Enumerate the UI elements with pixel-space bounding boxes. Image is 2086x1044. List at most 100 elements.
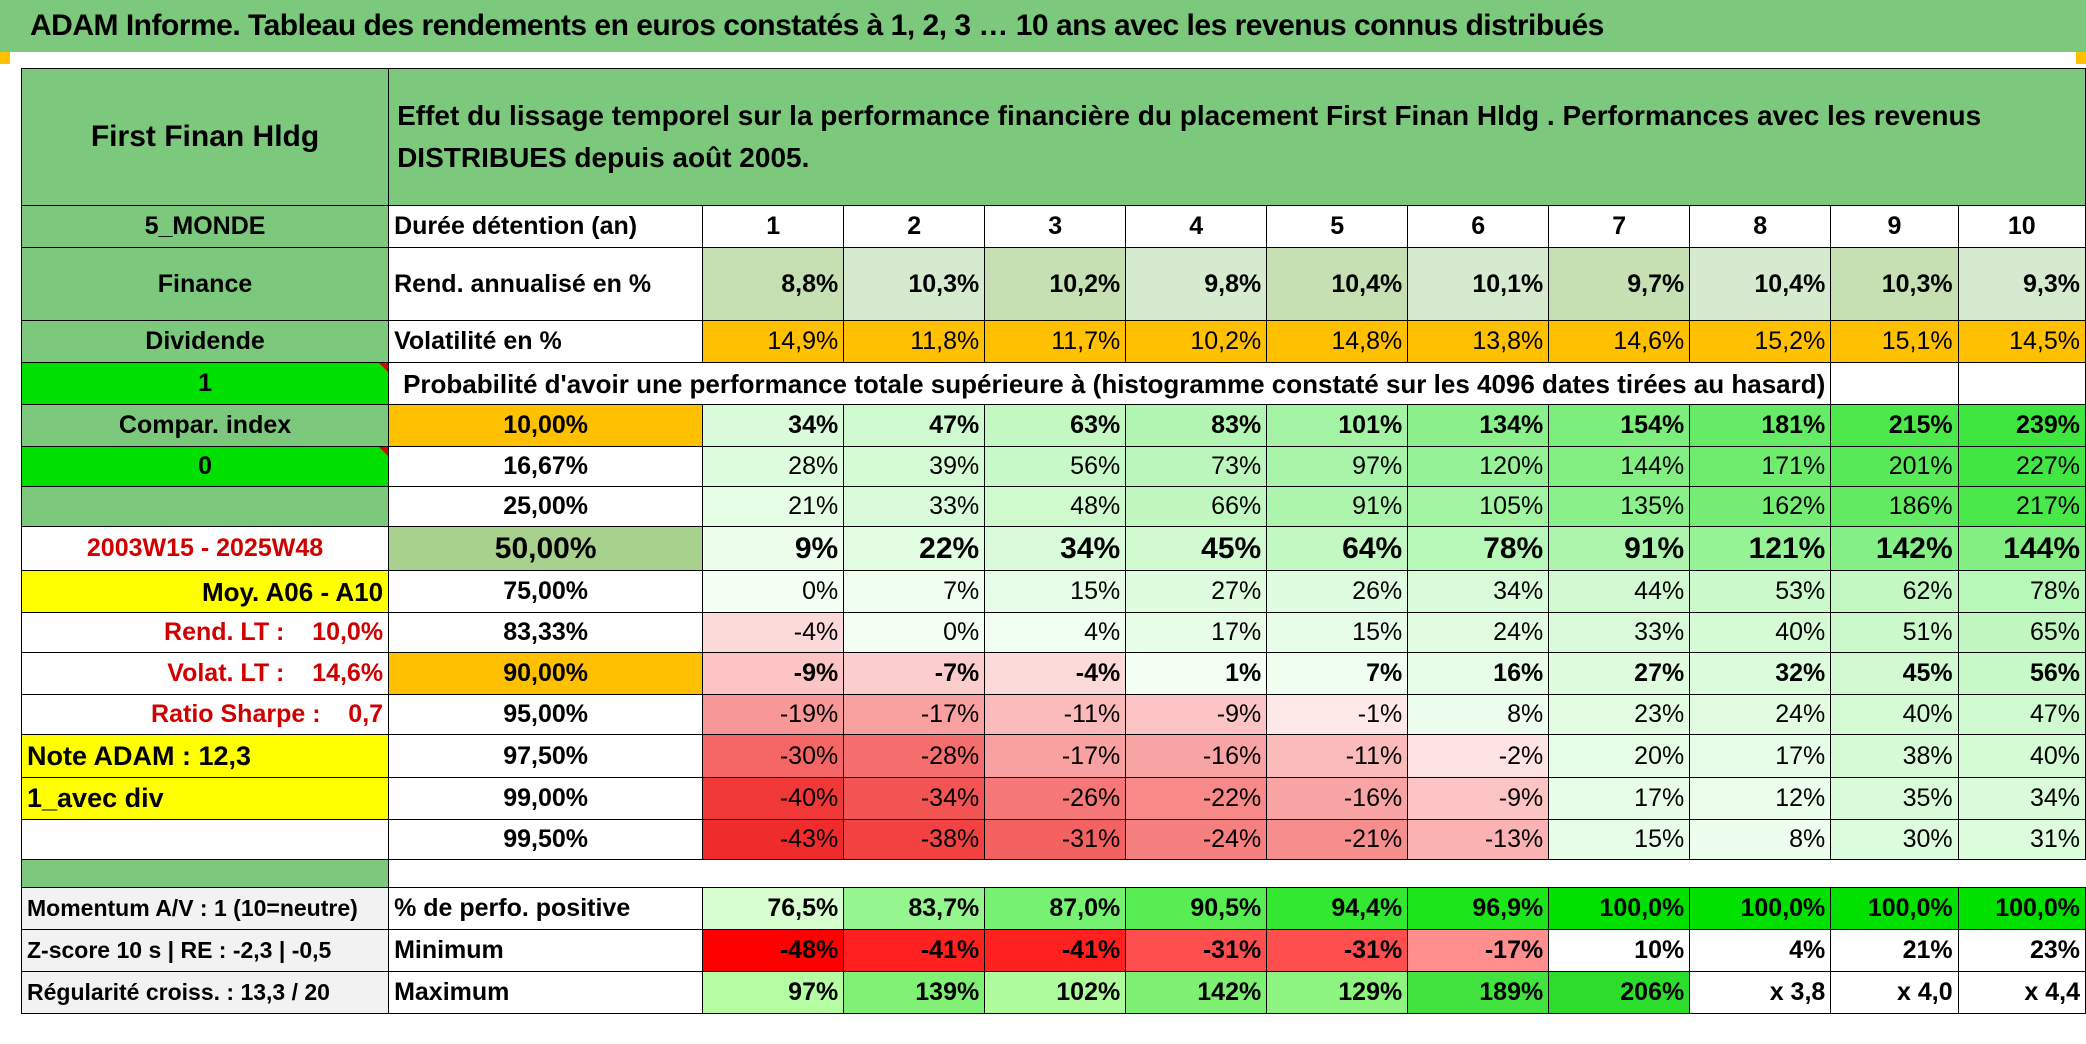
probability-value: 28% [702,446,845,487]
probability-value: -30% [702,734,845,778]
probability-value: 101% [1266,404,1409,447]
probability-value: 47% [843,404,986,447]
probability-value: 9% [702,526,845,571]
probability-value: -4% [984,652,1127,695]
probability-value: 27% [1548,652,1691,695]
probability-value: 181% [1689,404,1832,447]
minimum-cell: -31% [1266,929,1409,972]
probability-header-row: 1 Probabilité d'avoir une performance tot… [20,362,2086,405]
adam-note-label: Note ADAM : 12,3 [20,734,390,778]
year-header: 4 [1125,205,1268,248]
probability-value: 78% [1957,570,2086,613]
rendement-cell: 8,8% [702,247,845,321]
volatilite-cell: 14,9% [702,320,845,363]
probability-value: 53% [1689,570,1832,613]
positive-cell: 100,0% [1548,887,1691,930]
probability-value: -21% [1266,819,1409,860]
probability-value: -24% [1125,819,1268,860]
probability-value: 34% [1407,570,1550,613]
probability-value: -22% [1125,777,1268,820]
probability-value: 17% [1689,734,1832,778]
volatilite-cell: 15,2% [1689,320,1832,363]
probability-value: 134% [1407,404,1550,447]
probability-row: 25,00% 21% 33% 48% 66% 91% 105% 135% 162% 186% 217… [20,486,2086,527]
probability-value: 39% [843,446,986,487]
probability-value: 239% [1957,404,2086,447]
probability-value: 33% [843,486,986,527]
positive-label: % de perfo. positive [388,887,704,930]
compar-index-label: Compar. index [20,404,390,447]
probability-value: 12% [1689,777,1832,820]
probability-value: 51% [1830,612,1959,653]
rendement-cell: 10,4% [1266,247,1409,321]
probability-value: 56% [1957,652,2086,695]
probability-row: Note ADAM : 12,3 97,50% -30% -28% -17% -16% -1… [20,734,2086,778]
regularity-label: Régularité croiss. : 13,3 / 20 [20,971,390,1014]
maximum-label: Maximum [388,971,704,1014]
probability-value: 4% [984,612,1127,653]
corner-marker [0,52,10,64]
probability-value: 186% [1830,486,1959,527]
probability-threshold: 83,33% [388,612,704,653]
probability-value: 26% [1266,570,1409,613]
probability-value: 32% [1689,652,1832,695]
probability-value: -9% [702,652,845,695]
probability-value: 0% [702,570,845,613]
probability-value: 24% [1407,612,1550,653]
probability-value: -26% [984,777,1127,820]
probability-threshold: 16,67% [388,446,704,487]
maximum-cell: x 4,4 [1957,971,2086,1014]
positive-cell: 76,5% [702,887,845,930]
probability-value: -34% [843,777,986,820]
region-label: 5_MONDE [20,205,390,248]
probability-value: -4% [702,612,845,653]
probability-value: 120% [1407,446,1550,487]
duration-label: Durée détention (an) [388,205,704,248]
probability-row: Volat. LT : 14,6% 90,00% -9% -7% -4% 1% 7% 16% 2… [20,652,2086,695]
probability-value: 44% [1548,570,1691,613]
probability-value: 40% [1957,734,2086,778]
probability-value: 8% [1689,819,1832,860]
minimum-label: Minimum [388,929,704,972]
probability-value: 97% [1266,446,1409,487]
probability-value: 144% [1548,446,1691,487]
positive-cell: 83,7% [843,887,986,930]
probability-row: 2003W15 - 2025W48 50,00% 9% 22% 34% 45% 64% 78%… [20,526,2086,571]
years-row: 5_MONDE Durée détention (an) 1 2 3 4 5 6 7 8 9 10 [20,205,2086,248]
probability-row: 99,50% -43% -38% -31% -24% -21% -13% 15% 8% 30% 31… [20,819,2086,860]
probability-value: 171% [1689,446,1832,487]
minimum-cell: 23% [1957,929,2086,972]
maximum-cell: x 4,0 [1830,971,1959,1014]
probability-value: 65% [1957,612,2086,653]
probability-value: 47% [1957,694,2086,735]
positive-cell: 90,5% [1125,887,1268,930]
volatilite-cell: 13,8% [1407,320,1550,363]
rendement-cell: 9,8% [1125,247,1268,321]
indicator-one: 1 [20,362,390,405]
probability-value: 201% [1830,446,1959,487]
probability-value: -9% [1407,777,1550,820]
maximum-cell: x 3,8 [1689,971,1832,1014]
returns-table: First Finan Hldg Effet du lissage tempore… [20,68,2086,1014]
year-header: 6 [1407,205,1550,248]
probability-value: -40% [702,777,845,820]
probability-value: -7% [843,652,986,695]
probability-value: 33% [1548,612,1691,653]
rendement-label: Rend. annualisé en % [388,247,704,321]
probability-threshold: 90,00% [388,652,704,695]
minimum-cell: 4% [1689,929,1832,972]
maximum-cell: 142% [1125,971,1268,1014]
rendement-cell: 10,3% [1830,247,1959,321]
probability-value: 217% [1957,486,2086,527]
probability-value: -19% [702,694,845,735]
period-label: 2003W15 - 2025W48 [20,526,390,571]
probability-value: -1% [1266,694,1409,735]
probability-value: 21% [702,486,845,527]
positive-cell: 94,4% [1266,887,1409,930]
probability-value: 215% [1830,404,1959,447]
volatilite-cell: 11,7% [984,320,1127,363]
probability-value: 38% [1830,734,1959,778]
year-header: 7 [1548,205,1691,248]
year-header: 2 [843,205,986,248]
rendement-cell: 10,3% [843,247,986,321]
